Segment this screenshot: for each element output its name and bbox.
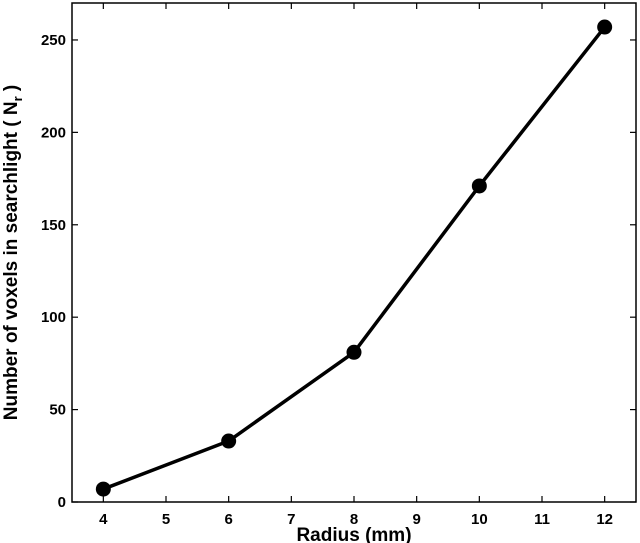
x-tick-label: 6 xyxy=(224,511,232,528)
x-tick-label: 8 xyxy=(350,511,358,528)
x-tick-labels: 4 5 6 7 8 9 10 11 12 xyxy=(99,511,613,528)
y-tick-label: 150 xyxy=(41,217,66,234)
data-point xyxy=(221,433,237,449)
y-axis-title-close: ) xyxy=(1,85,22,97)
data-point xyxy=(597,19,613,35)
data-point xyxy=(471,178,487,194)
y-axis-title-subscript: r xyxy=(10,96,25,101)
x-tick-label: 10 xyxy=(471,511,488,528)
x-tick-label: 12 xyxy=(596,511,613,528)
y-tick-labels: 0 50 100 150 200 250 xyxy=(41,32,66,511)
x-tick-label: 11 xyxy=(534,511,550,528)
y-tick-label: 0 xyxy=(58,494,66,511)
x-tick-label: 4 xyxy=(99,511,108,528)
data-point xyxy=(346,344,362,360)
y-tick-label: 100 xyxy=(41,309,66,326)
y-tick-label: 200 xyxy=(41,124,66,141)
data-point xyxy=(95,481,111,497)
x-tick-label: 9 xyxy=(412,511,420,528)
plot-frame xyxy=(71,2,637,503)
y-tick-label: 250 xyxy=(41,32,66,49)
x-axis-title: Radius (mm) xyxy=(296,525,411,543)
data-points xyxy=(95,19,613,497)
y-axis-title: Number of voxels in searchlight ( Nr ) xyxy=(1,85,25,421)
y-tick-label: 50 xyxy=(49,402,66,419)
axis-ticks xyxy=(72,3,636,503)
y-axis-title-main: Number of voxels in searchlight ( N xyxy=(1,101,22,420)
x-tick-label: 7 xyxy=(287,511,295,528)
x-tick-label: 5 xyxy=(162,511,170,528)
series-line xyxy=(102,25,607,491)
